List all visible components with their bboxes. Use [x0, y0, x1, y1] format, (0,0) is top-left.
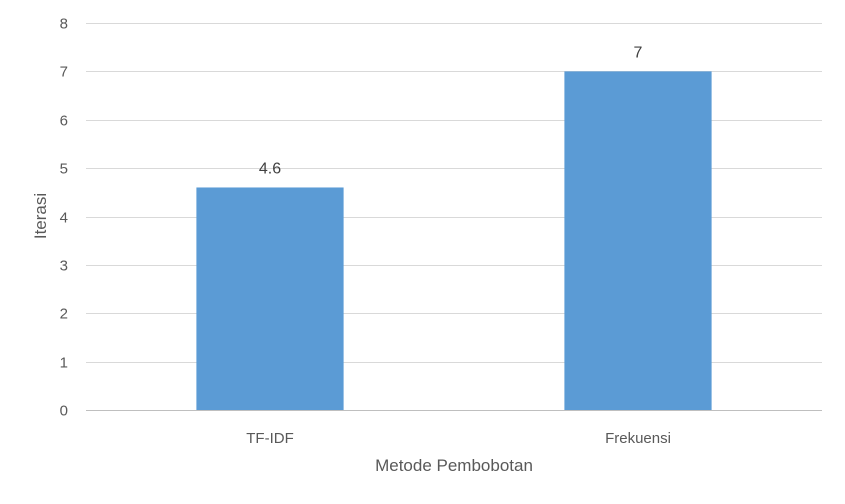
- data-labels: 4.67: [259, 44, 643, 177]
- bar-tf-idf: [196, 187, 344, 410]
- bar-frekuensi: [564, 71, 712, 410]
- bars: [196, 71, 712, 410]
- x-tick-label: Frekuensi: [605, 430, 671, 447]
- y-tick-label: 6: [60, 113, 68, 130]
- y-tick-label: 7: [60, 64, 68, 81]
- y-tick-label: 3: [60, 258, 68, 275]
- y-tick-label: 5: [60, 161, 68, 178]
- y-tick-label: 1: [60, 355, 68, 372]
- y-axis-title: Iterasi: [31, 193, 50, 239]
- data-label: 7: [634, 44, 643, 61]
- x-tick-label: TF-IDF: [246, 430, 293, 447]
- x-axis-ticks: TF-IDF Frekuensi: [246, 430, 671, 447]
- y-tick-label: 4: [60, 210, 68, 227]
- x-axis-title: Metode Pembobotan: [375, 456, 533, 475]
- y-tick-label: 8: [60, 16, 68, 33]
- y-axis-ticks: 0 1 2 3 4 5 6 7 8: [60, 16, 68, 420]
- y-tick-label: 0: [60, 403, 68, 420]
- data-label: 4.6: [259, 160, 281, 177]
- y-tick-label: 2: [60, 306, 68, 323]
